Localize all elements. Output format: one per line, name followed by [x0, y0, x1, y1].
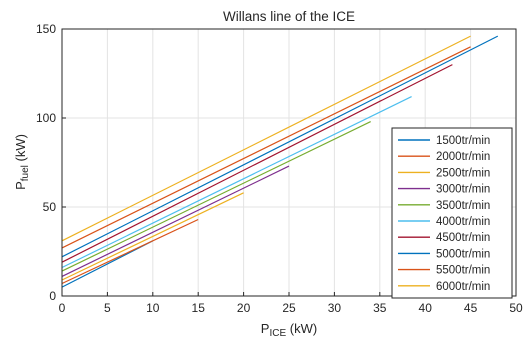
x-tick-label: 25 — [282, 301, 296, 315]
x-tick-label: 15 — [192, 301, 206, 315]
x-ticks: 0 5 10 15 20 25 30 35 40 45 50 — [59, 292, 523, 315]
x-tick-label: 35 — [373, 301, 387, 315]
y-tick-label: 150 — [36, 22, 56, 36]
legend-label: 5000tr/min — [436, 248, 490, 260]
legend-label: 5500tr/min — [436, 265, 490, 277]
x-axis-label-main: P — [261, 321, 270, 336]
x-axis-label-unit: (kW) — [286, 321, 317, 336]
y-ticks: 0 50 100 150 — [36, 22, 66, 303]
legend-label: 2000tr/min — [436, 151, 490, 163]
legend-label: 1500tr/min — [436, 135, 490, 147]
y-tick-label: 50 — [43, 200, 57, 214]
legend-label: 4500tr/min — [436, 232, 490, 244]
x-tick-label: 50 — [509, 301, 523, 315]
y-tick-label: 100 — [36, 111, 56, 125]
series-line-3500tr-min — [61, 121, 371, 272]
legend-label: 2500tr/min — [436, 167, 490, 179]
series-line-5500tr-min — [61, 46, 471, 249]
x-tick-label: 0 — [59, 301, 66, 315]
x-tick-label: 30 — [328, 301, 342, 315]
series-line-2000tr-min — [61, 218, 199, 285]
x-tick-label: 45 — [464, 301, 478, 315]
y-axis-label: Pfuel (kW) — [13, 134, 31, 190]
legend-label: 3500tr/min — [436, 200, 490, 212]
series-line-5000tr-min — [61, 35, 499, 258]
legend-label: 4000tr/min — [436, 216, 490, 228]
series-line-6000tr-min — [61, 35, 471, 242]
legend: 1500tr/min 2000tr/min 2500tr/min 3000tr/min… — [391, 127, 513, 299]
y-axis-label-sub: fuel — [20, 165, 31, 181]
y-axis-label-main: P — [13, 181, 28, 190]
series-line-2500tr-min — [61, 192, 244, 281]
x-tick-label: 5 — [104, 301, 111, 315]
y-axis-label-unit: (kW) — [13, 134, 28, 165]
series-line-3000tr-min — [61, 165, 290, 277]
series-lines — [61, 35, 499, 288]
x-axis-label: PICE (kW) — [261, 321, 317, 339]
legend-label: 3000tr/min — [436, 184, 490, 196]
x-tick-label: 10 — [146, 301, 160, 315]
x-tick-label: 40 — [419, 301, 433, 315]
chart-title: Willans line of the ICE — [223, 9, 355, 24]
series-line-4000tr-min — [61, 96, 412, 269]
y-tick-label: 0 — [49, 289, 56, 303]
x-tick-label: 20 — [237, 301, 251, 315]
legend-label: 6000tr/min — [436, 281, 490, 293]
x-axis-label-sub: ICE — [269, 328, 286, 339]
series-line-4500tr-min — [61, 64, 453, 263]
